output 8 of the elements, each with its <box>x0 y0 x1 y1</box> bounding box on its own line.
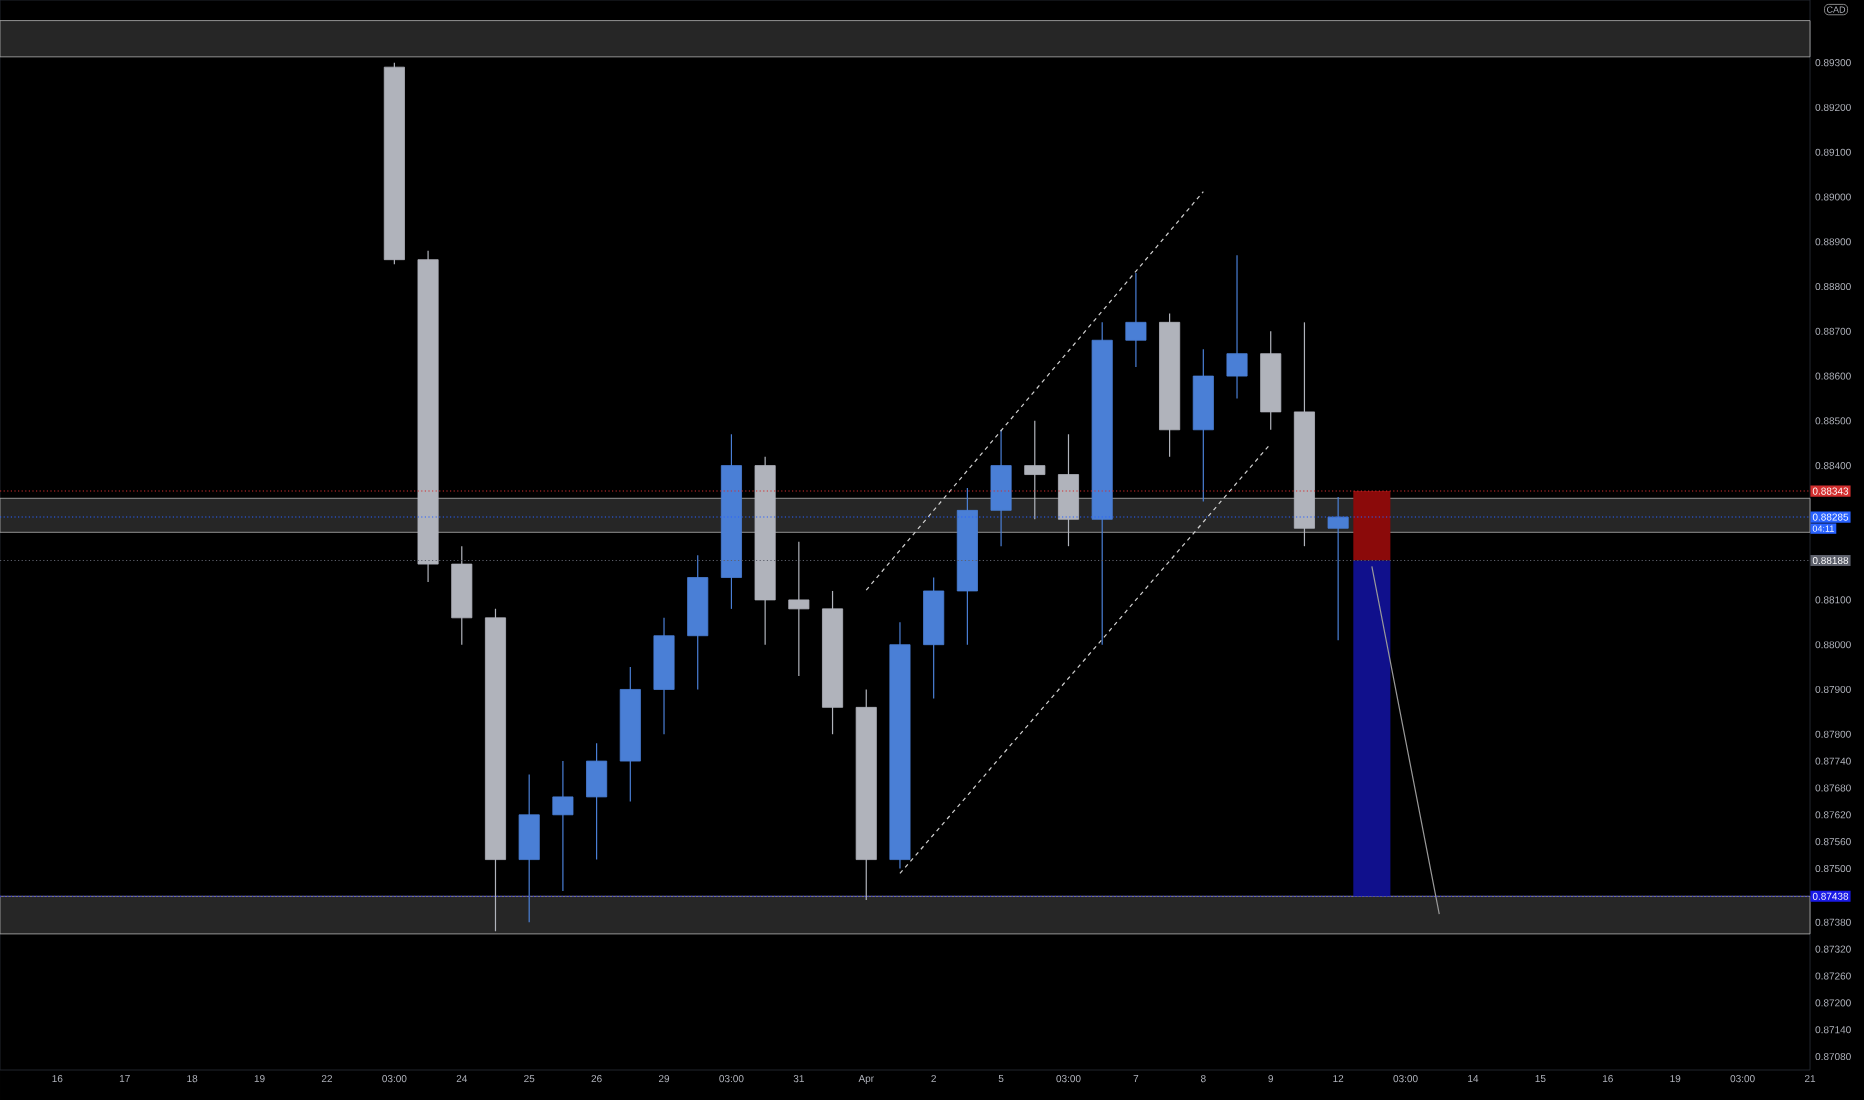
candlestick <box>1327 496 1349 641</box>
candlestick <box>1125 272 1147 368</box>
candlestick <box>552 760 574 892</box>
candlestick <box>1226 254 1248 400</box>
candlestick <box>586 742 608 861</box>
candlestick <box>990 429 1012 547</box>
candlestick <box>518 773 540 923</box>
candlestick <box>788 541 810 677</box>
